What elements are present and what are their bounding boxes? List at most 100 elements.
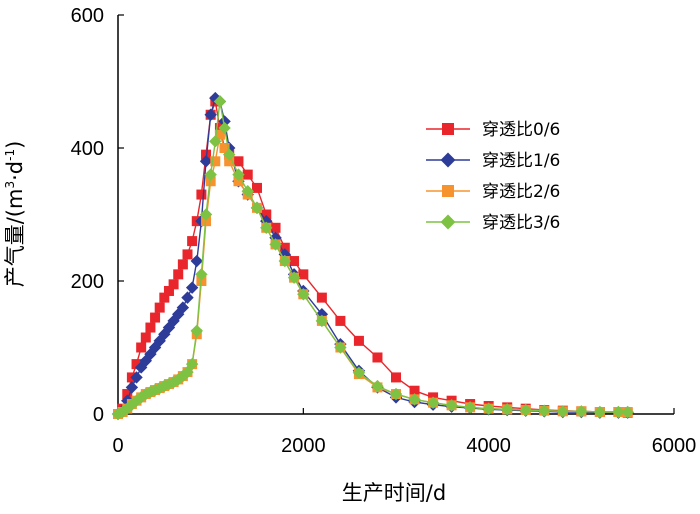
data-point bbox=[445, 399, 458, 412]
data-point bbox=[199, 155, 213, 168]
data-point bbox=[315, 314, 329, 328]
data-point bbox=[172, 373, 185, 386]
data-point bbox=[199, 208, 213, 221]
data-point bbox=[150, 312, 161, 323]
x-axis-title: 生产时间/d bbox=[342, 481, 446, 505]
data-point bbox=[335, 315, 346, 326]
data-point bbox=[136, 342, 147, 353]
x-tick-label: 2000 bbox=[281, 435, 326, 457]
legend-marker bbox=[442, 185, 454, 197]
legend-marker bbox=[440, 152, 456, 168]
data-point bbox=[209, 135, 222, 148]
series-2 bbox=[113, 129, 633, 419]
x-tick-label: 0 bbox=[112, 435, 123, 457]
data-point bbox=[409, 385, 420, 396]
data-point bbox=[218, 115, 231, 128]
data-point bbox=[372, 352, 383, 363]
data-point bbox=[316, 292, 327, 303]
data-point bbox=[204, 168, 217, 181]
y-tick-label: 600 bbox=[71, 5, 104, 27]
data-point bbox=[250, 201, 264, 215]
data-point bbox=[612, 405, 625, 419]
data-point bbox=[173, 269, 184, 280]
legend-marker bbox=[440, 214, 456, 230]
data-point bbox=[172, 308, 185, 321]
y-axis-title-suffix: ) bbox=[3, 141, 27, 149]
data-point bbox=[122, 389, 133, 400]
legend-label: 穿透比3/6 bbox=[482, 213, 560, 233]
data-point bbox=[176, 369, 190, 383]
data-point bbox=[289, 256, 300, 267]
data-point bbox=[218, 121, 231, 135]
data-point bbox=[223, 148, 236, 161]
data-point bbox=[181, 291, 194, 304]
y-axis-title-mid: ·d bbox=[3, 161, 27, 181]
data-point bbox=[463, 401, 477, 414]
data-point bbox=[214, 129, 225, 140]
data-point bbox=[575, 405, 588, 418]
y-tick-label: 200 bbox=[71, 271, 104, 293]
data-point bbox=[482, 402, 495, 415]
data-point bbox=[205, 176, 216, 187]
data-point bbox=[241, 185, 254, 198]
data-point bbox=[538, 404, 551, 417]
data-point bbox=[185, 281, 199, 294]
data-point bbox=[352, 366, 366, 379]
data-point bbox=[168, 279, 179, 290]
legend-item: 穿透比3/6 bbox=[426, 213, 560, 233]
data-point bbox=[278, 254, 291, 268]
x-tick-label: 4000 bbox=[466, 435, 511, 457]
data-point bbox=[269, 238, 282, 251]
data-point bbox=[391, 372, 401, 383]
y-axis-title-sup2: -1 bbox=[3, 149, 17, 161]
data-point bbox=[279, 242, 290, 253]
data-point bbox=[195, 268, 208, 281]
data-point bbox=[270, 222, 281, 233]
data-point bbox=[196, 189, 207, 200]
data-point bbox=[140, 332, 151, 343]
series-3 bbox=[111, 95, 634, 421]
data-point bbox=[159, 292, 170, 303]
data-point bbox=[593, 405, 607, 419]
data-point bbox=[621, 405, 634, 419]
data-point bbox=[154, 302, 165, 313]
data-point bbox=[213, 95, 227, 108]
data-point bbox=[210, 156, 221, 167]
data-point bbox=[145, 322, 156, 333]
series-layer bbox=[111, 91, 634, 421]
data-point bbox=[426, 396, 440, 409]
data-point bbox=[190, 254, 203, 268]
legend-marker bbox=[442, 123, 454, 135]
data-point bbox=[233, 156, 244, 167]
data-point bbox=[261, 209, 272, 220]
data-point bbox=[353, 335, 364, 346]
legend-item: 穿透比1/6 bbox=[426, 151, 560, 171]
data-point bbox=[219, 143, 230, 153]
data-point bbox=[163, 285, 174, 296]
data-point bbox=[408, 393, 421, 406]
data-point bbox=[232, 168, 245, 181]
y-tick-label: 400 bbox=[71, 138, 104, 160]
data-point bbox=[131, 359, 142, 370]
y-tick-label: 0 bbox=[93, 404, 104, 426]
data-point bbox=[252, 182, 262, 193]
data-point bbox=[519, 403, 532, 417]
y-axis-title-prefix: 产气量/(m bbox=[3, 189, 27, 288]
data-point bbox=[176, 301, 190, 314]
legend-item: 穿透比0/6 bbox=[426, 120, 560, 140]
data-point bbox=[187, 236, 198, 247]
data-point bbox=[130, 371, 143, 384]
y-axis-title: 产气量/(m3·d-1) bbox=[3, 141, 27, 288]
data-point bbox=[298, 269, 309, 280]
data-point bbox=[177, 259, 188, 270]
data-point bbox=[287, 271, 301, 284]
data-point bbox=[125, 381, 139, 394]
data-point bbox=[297, 288, 310, 301]
data-point bbox=[185, 357, 199, 371]
legend: 穿透比0/6 穿透比1/6 穿透比2/6 穿透比3/6 bbox=[426, 120, 560, 233]
data-point bbox=[224, 156, 235, 167]
data-point bbox=[182, 249, 193, 260]
data-point bbox=[242, 169, 253, 180]
